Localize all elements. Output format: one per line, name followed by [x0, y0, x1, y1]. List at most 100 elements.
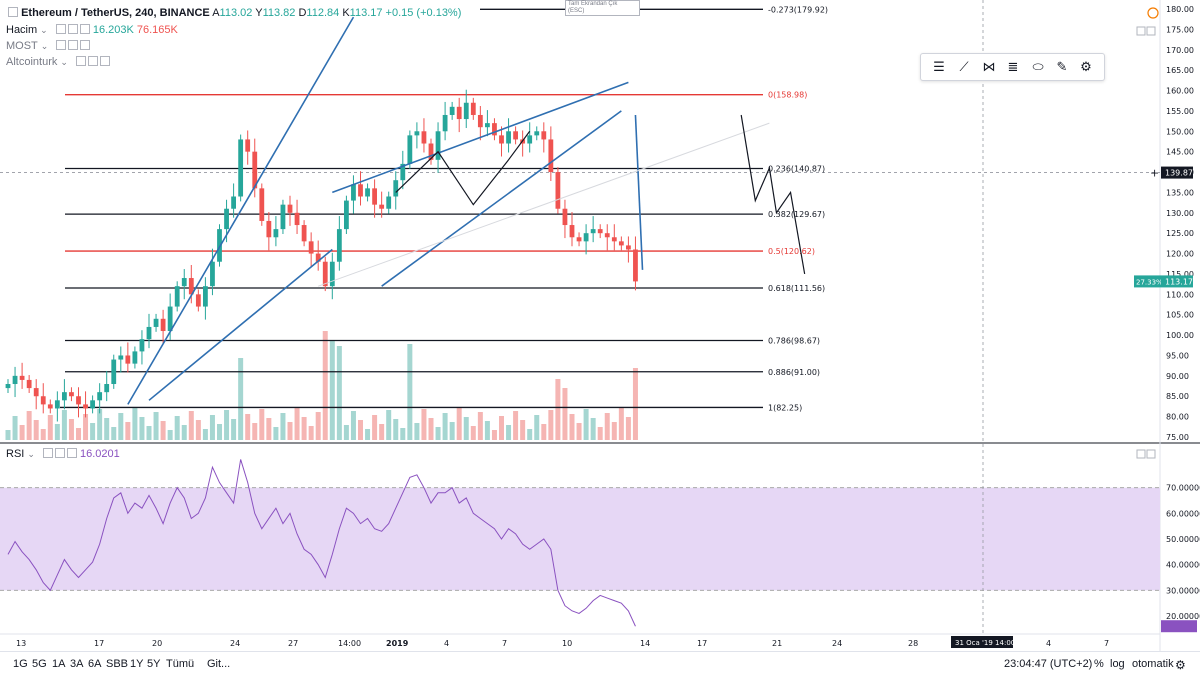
time-badge [951, 636, 1013, 648]
candle-body [203, 286, 208, 307]
candle-body [132, 351, 138, 364]
candle-body [527, 135, 533, 144]
settings-icon[interactable] [87, 56, 98, 66]
shapes-icon[interactable]: ⚙ [1080, 59, 1092, 74]
candle-body [181, 278, 187, 287]
eye-icon[interactable] [75, 56, 86, 66]
log-toggle[interactable]: log [1110, 658, 1125, 670]
timeframe-all[interactable]: Tümü [166, 658, 195, 670]
settings-icon[interactable] [68, 40, 79, 50]
price-tick-label: 175.00 [1166, 25, 1194, 34]
volume-bar [132, 408, 138, 440]
chart-canvas[interactable]: 75.00 80.00 85.00 90.00 95.00 100.00 105.00 110… [0, 0, 1200, 651]
trend-line-icon[interactable]: ⟋ [959, 59, 969, 74]
trend-line [127, 16, 355, 405]
volume-bar [343, 425, 349, 440]
volume-bar [97, 409, 103, 440]
rsi-line [7, 459, 636, 627]
candle-body [47, 404, 53, 409]
fib-label: 0.236(140.87) [768, 165, 825, 174]
rsi-label[interactable]: RSI [6, 448, 25, 460]
ellipse-icon[interactable]: ⬭ [1032, 59, 1044, 74]
volume-bar [541, 424, 547, 440]
clock[interactable]: 23:04:47 (UTC+2) [1004, 658, 1093, 670]
rsi-last-badge [1161, 620, 1197, 633]
candle-body [393, 180, 399, 197]
candle-body [534, 131, 540, 136]
settings-icon[interactable] [54, 448, 65, 458]
open-value: 113.02 [219, 7, 253, 19]
percent-toggle[interactable]: % [1094, 658, 1104, 670]
price-tick-label: 125.00 [1166, 229, 1194, 238]
time-tick-label: 14:00 [338, 639, 361, 648]
pattern-icon[interactable]: ⋈ [982, 59, 996, 74]
esc-tooltip-line1: Tam Ekrandan Çık [568, 1, 618, 7]
timeframe-1a[interactable]: 1A [52, 658, 66, 670]
volume-bar [506, 425, 512, 440]
eye-icon[interactable] [56, 40, 67, 50]
volume-bar [209, 415, 215, 440]
price-tick-label: 145.00 [1166, 148, 1194, 157]
volume-bar [252, 423, 258, 440]
time-tick-label: 17 [94, 639, 104, 648]
candle-body [618, 241, 624, 246]
candle-body [358, 184, 363, 197]
rsi-pane-up-icon [1136, 449, 1146, 459]
exit-fullscreen-tooltip[interactable]: Tam Ekrandan Çık (ESC) [565, 0, 640, 16]
time-tick-label: 24 [230, 639, 240, 648]
collapse-icon[interactable] [8, 7, 18, 17]
eye-icon[interactable] [42, 448, 53, 458]
price-tick-label: 170.00 [1166, 46, 1194, 55]
timeframe-5y[interactable]: 5Y [147, 658, 161, 670]
volume-bar [414, 423, 420, 440]
timeframe-1g[interactable]: 1G [13, 658, 28, 670]
close-icon[interactable] [66, 448, 77, 458]
timeframe-1y[interactable]: 1Y [130, 658, 144, 670]
timeframe-3a[interactable]: 3A [70, 658, 84, 670]
close-icon[interactable] [99, 56, 110, 66]
auto-toggle[interactable]: otomatik [1132, 658, 1174, 670]
settings-icon[interactable] [67, 24, 78, 34]
goto-button[interactable]: Git... [207, 658, 231, 670]
timeframe-6a[interactable]: 6A [88, 658, 102, 670]
rsi-tick-label: 20.00000 [1166, 612, 1200, 621]
candle-body [69, 392, 74, 397]
volume-label[interactable]: Hacim [6, 24, 38, 36]
timeframe-5g[interactable]: 5G [32, 658, 47, 670]
fib-label: 0.5(120.62) [768, 247, 815, 256]
candle-body [280, 204, 286, 230]
eye-icon[interactable] [55, 24, 66, 34]
horizontal-lines-icon[interactable]: ☰ [933, 59, 945, 74]
candle-body [167, 306, 173, 332]
candle-body [576, 237, 582, 242]
volume-bar [68, 419, 74, 440]
brush-icon[interactable]: ✎ [1056, 59, 1068, 74]
symbol-title[interactable]: Ethereum / TetherUS, 240, BINANCE [21, 7, 210, 19]
fib-icon[interactable]: ≣ [1007, 59, 1019, 74]
time-tick-label: 20 [152, 639, 162, 648]
volume-bar [167, 430, 173, 440]
volume-bar [336, 346, 342, 440]
volume-bar [315, 412, 321, 440]
time-tick-label: 17 [697, 639, 707, 648]
chevron-down-icon[interactable]: ⌄ [27, 449, 35, 459]
altcoin-label[interactable]: Altcointurk [6, 56, 58, 68]
most-label[interactable]: MOST [6, 40, 38, 52]
chevron-down-icon[interactable]: ⌄ [40, 25, 48, 35]
volume-bar [160, 421, 166, 440]
chevron-down-icon[interactable]: ⌄ [40, 41, 49, 51]
rsi-tick-label: 50.00000 [1166, 535, 1200, 544]
timeframe-sbb[interactable]: SBB [106, 658, 129, 670]
candle-body [470, 102, 476, 115]
close-icon[interactable] [80, 40, 91, 50]
drawing-toolbar[interactable]: ☰ ⟋ ⋈ ≣ ⬭ ✎ ⚙ [920, 53, 1105, 81]
settings-gear-icon[interactable]: ⚙ [1175, 658, 1186, 672]
candle-body [492, 123, 497, 136]
chevron-down-icon[interactable]: ⌄ [60, 57, 68, 67]
close-icon[interactable] [79, 24, 90, 34]
volume-bar [400, 428, 406, 440]
candle-body [435, 131, 441, 160]
time-tick-label: 21 [772, 639, 782, 648]
candle-body [245, 139, 251, 152]
